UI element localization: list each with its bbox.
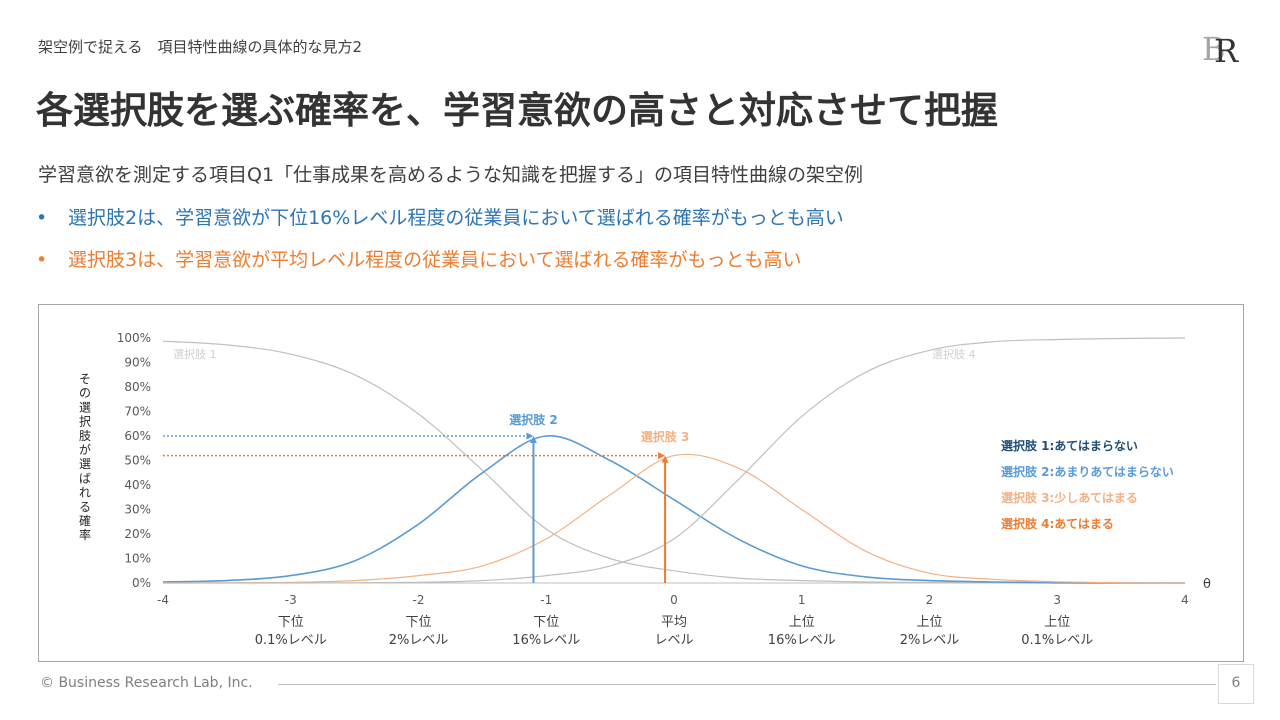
x-tick-label: 4: [1181, 593, 1189, 607]
highlight-arrowhead: [526, 432, 534, 440]
y-tick-label: 30%: [124, 503, 151, 517]
bullet-choice-3: • 選択肢3は、学習意欲が平均レベル程度の従業員において選ばれる確率がもっとも高い: [36, 245, 802, 272]
bullet-text: 選択肢3は、学習意欲が平均レベル程度の従業員において選ばれる確率がもっとも高い: [68, 249, 802, 271]
x-sublabel-line2: 16%レベル: [512, 633, 580, 648]
y-tick-label: 40%: [124, 478, 151, 492]
y-axis-label-char: 肢: [79, 428, 91, 443]
bullet-marker: •: [36, 249, 48, 271]
y-tick-label: 60%: [124, 429, 151, 443]
series-line-4: [163, 337, 1186, 584]
svg-text:B: B: [1202, 30, 1226, 68]
x-sublabel-line2: 16%レベル: [768, 633, 836, 648]
y-axis-label-char: 選: [79, 400, 91, 414]
x-sublabel-line2: レベル: [654, 633, 693, 648]
bullet-choice-2: • 選択肢2は、学習意欲が下位16%レベル程度の従業員において選ばれる確率がもっと…: [36, 203, 844, 230]
x-sublabel-line2: 0.1%レベル: [255, 633, 327, 648]
y-axis-label-char: 確: [79, 513, 91, 528]
page-title: 各選択肢を選ぶ確率を、学習意欲の高さと対応させて把握: [36, 89, 998, 132]
y-axis-label-char: の: [79, 386, 91, 400]
page-subtitle: 学習意欲を測定する項目Q1「仕事成果を高めるような知識を把握する」の項目特性曲線…: [38, 164, 864, 186]
page-number: 6: [1231, 675, 1241, 691]
y-axis-label-char: る: [79, 500, 91, 514]
y-tick-label: 10%: [124, 552, 151, 566]
x-sublabel-line1: 上位: [916, 615, 942, 630]
company-logo: B R: [1202, 30, 1239, 68]
y-axis-label-char: れ: [79, 486, 91, 500]
x-tick-label: 0: [670, 593, 678, 607]
svg-text:R: R: [1214, 32, 1239, 68]
series-line-1: [162, 340, 1185, 584]
chart-frame: 0% 10% 20% 30% 40% 50% 60% 70% 80% 90% 100% -4 -3 -2 -…: [38, 304, 1244, 662]
bullet-text: 選択肢2は、学習意欲が下位16%レベル程度の従業員において選ばれる確率がもっとも…: [68, 207, 844, 229]
x-axis-label: θ: [1203, 577, 1211, 592]
series-label-2: 選択肢 2: [509, 412, 558, 427]
y-tick-label: 0%: [132, 576, 151, 590]
y-axis-label-char: ば: [79, 471, 91, 485]
x-tick-label: 2: [926, 593, 934, 607]
legend-entry-3: 選択肢 3:少しあてはまる: [1001, 490, 1138, 505]
x-sublabel-line1: 平均: [661, 615, 687, 630]
x-tick-label: -3: [285, 593, 297, 607]
y-tick-label: 100%: [117, 331, 151, 345]
x-sublabel-line2: 2%レベル: [900, 633, 960, 648]
highlight-arrowhead: [529, 436, 537, 443]
y-tick-label: 80%: [124, 380, 151, 394]
x-sublabel-line1: 下位: [278, 615, 304, 630]
x-tick-label: 1: [798, 593, 806, 607]
item-characteristic-curve-chart: 0% 10% 20% 30% 40% 50% 60% 70% 80% 90% 100% -4 -3 -2 -…: [79, 331, 1211, 648]
highlight-arrowhead: [658, 452, 666, 460]
series-label-4: 選択肢 4: [932, 347, 976, 361]
legend-entry-1: 選択肢 1:あてはまらない: [1001, 438, 1138, 453]
legend-entry-4: 選択肢 4:あてはまる: [1001, 516, 1114, 531]
series-label-1: 選択肢 1: [173, 347, 217, 361]
y-axis-label-char: が: [79, 442, 91, 457]
x-tick-label: -4: [157, 593, 169, 607]
bullet-marker: •: [36, 207, 48, 229]
series-label-3: 選択肢 3: [641, 429, 690, 444]
x-sublabel-line1: 下位: [533, 615, 559, 630]
x-sublabel-line1: 上位: [1044, 615, 1070, 630]
page-number-box: 6: [1218, 664, 1254, 704]
y-tick-label: 20%: [124, 527, 151, 541]
x-sublabel-line2: 0.1%レベル: [1021, 633, 1093, 648]
y-tick-label: 90%: [124, 356, 151, 370]
breadcrumb: 架空例で捉える 項目特性曲線の具体的な見方2: [38, 38, 363, 56]
series-line-2: [162, 435, 1185, 584]
y-axis-label-char: 択: [79, 415, 91, 429]
footer-divider: [278, 684, 1216, 685]
x-sublabel-line1: 上位: [789, 615, 815, 630]
y-tick-label: 50%: [124, 454, 151, 468]
highlight-arrowhead: [661, 455, 669, 463]
series-line-3: [162, 453, 1186, 584]
legend-entry-2: 選択肢 2:あまりあてはまらない: [1001, 464, 1174, 479]
y-axis-label-char: 率: [79, 527, 91, 542]
y-axis-label-char: そ: [79, 372, 91, 386]
footer-copyright: © Business Research Lab, Inc.: [40, 675, 253, 691]
x-sublabel-line1: 下位: [405, 615, 431, 630]
y-axis-label-char: 選: [79, 457, 91, 471]
x-sublabel-line2: 2%レベル: [389, 633, 449, 648]
y-tick-label: 70%: [124, 405, 151, 419]
x-tick-label: -2: [413, 593, 425, 607]
x-tick-label: 3: [1053, 593, 1061, 607]
x-tick-label: -1: [540, 593, 552, 607]
